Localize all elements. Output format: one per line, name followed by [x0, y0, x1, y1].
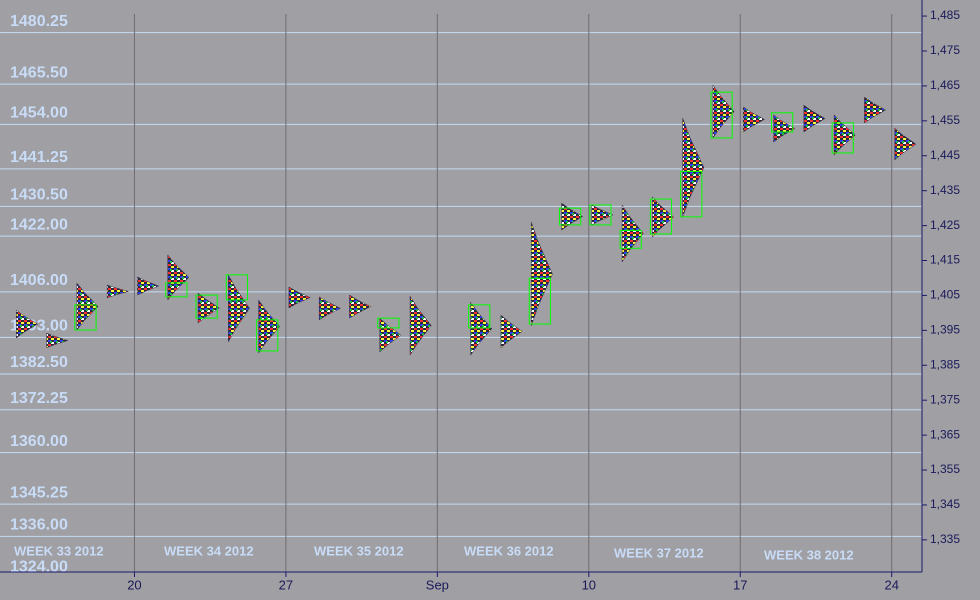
value-area — [680, 170, 703, 218]
y-tick-label: 1406.00 — [10, 272, 68, 289]
week-label: WEEK 33 2012 — [14, 543, 104, 558]
y2-tick-label: 1,365 — [930, 427, 960, 441]
profile — [682, 117, 705, 217]
value-area — [619, 229, 642, 249]
profile — [743, 106, 765, 133]
y-tick-label: 1324.00 — [10, 559, 68, 576]
week-label: WEEK 38 2012 — [764, 547, 854, 562]
x-tick-label: 27 — [279, 577, 293, 592]
profile — [349, 294, 372, 319]
value-area — [377, 317, 400, 329]
y2-tick-label: 1,335 — [930, 532, 960, 546]
x-tick-label: 17 — [733, 577, 747, 592]
value-area — [559, 207, 582, 226]
value-area — [831, 122, 854, 154]
profile — [833, 114, 856, 156]
profile — [106, 284, 130, 299]
value-area — [710, 91, 733, 139]
week-label: WEEK 34 2012 — [164, 543, 254, 558]
profile — [167, 254, 190, 301]
y-tick-label: 1360.00 — [10, 433, 68, 450]
profile — [228, 273, 250, 343]
profile — [258, 299, 281, 354]
profile — [137, 276, 160, 296]
y-tick-label: 1372.25 — [10, 390, 68, 407]
profile — [864, 96, 887, 124]
x-tick-label: 24 — [884, 577, 898, 592]
y-tick-label: 1382.50 — [10, 354, 68, 371]
profile — [591, 204, 614, 226]
value-area — [649, 198, 673, 235]
y2-tick-label: 1,445 — [930, 148, 960, 162]
value-area — [468, 304, 491, 329]
profile — [561, 202, 584, 231]
y-tick-label: 1336.00 — [10, 517, 68, 534]
week-label: WEEK 37 2012 — [614, 545, 704, 560]
week-label: WEEK 35 2012 — [314, 543, 404, 558]
x-tick-label: 10 — [582, 577, 596, 592]
y2-tick-label: 1,485 — [930, 8, 960, 22]
profile — [652, 196, 674, 238]
profile — [894, 127, 917, 161]
profile — [500, 314, 523, 349]
y-tick-label: 1465.50 — [10, 64, 68, 81]
value-area — [256, 319, 279, 352]
y2-tick-label: 1,375 — [930, 392, 960, 406]
y2-tick-label: 1,475 — [930, 43, 960, 57]
y2-tick-label: 1,415 — [930, 253, 960, 267]
y2-tick-label: 1,345 — [930, 497, 960, 511]
value-area — [589, 204, 612, 226]
value-area — [528, 277, 551, 325]
profile — [16, 309, 38, 339]
y2-tick-label: 1,455 — [930, 113, 960, 127]
y2-tick-label: 1,395 — [930, 323, 960, 337]
y-tick-label: 1345.25 — [10, 484, 68, 501]
y-tick-label: 1480.25 — [10, 13, 68, 30]
y2-tick-label: 1,465 — [930, 78, 960, 92]
value-area — [74, 304, 97, 331]
value-area — [165, 282, 188, 298]
profile — [76, 282, 99, 331]
y2-tick-label: 1,355 — [930, 462, 960, 476]
y-tick-label: 1454.00 — [10, 105, 68, 122]
profile — [530, 222, 553, 326]
profile — [773, 114, 796, 143]
y2-tick-label: 1,435 — [930, 183, 960, 197]
y2-tick-label: 1,425 — [930, 218, 960, 232]
y-tick-label: 1441.25 — [10, 149, 68, 166]
y-tick-label: 1422.00 — [10, 216, 68, 233]
profile — [46, 332, 69, 349]
profile — [621, 204, 644, 263]
y-tick-label: 1430.50 — [10, 187, 68, 204]
x-tick-label: 20 — [127, 577, 141, 592]
y2-tick-label: 1,405 — [930, 288, 960, 302]
x-tick-label: Sep — [426, 577, 449, 592]
profile — [409, 295, 432, 357]
value-area — [195, 294, 218, 319]
profile — [470, 301, 493, 356]
profile — [318, 296, 341, 321]
profile — [288, 286, 311, 309]
profile — [712, 84, 735, 139]
y2-tick-label: 1,385 — [930, 357, 960, 371]
profile — [803, 104, 826, 133]
profile — [379, 317, 402, 353]
value-area — [771, 112, 794, 133]
week-label: WEEK 36 2012 — [464, 543, 554, 558]
value-area — [225, 274, 249, 301]
